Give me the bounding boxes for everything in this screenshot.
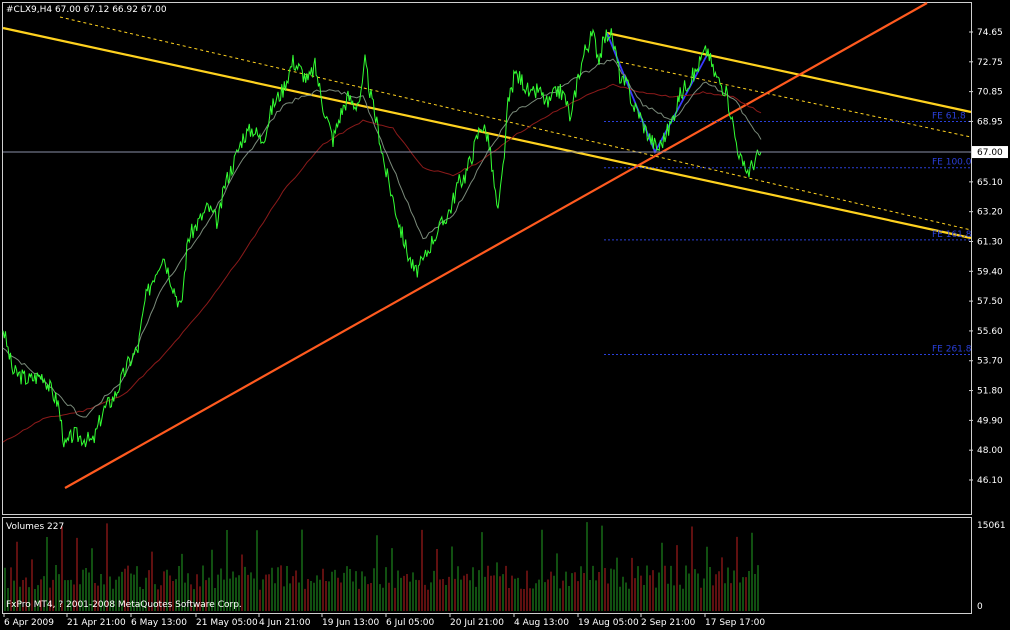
price-series [2, 28, 762, 448]
y-tick-label: 61.30 [977, 237, 1003, 247]
x-tick-label: 17 Sep 17:00 [705, 618, 765, 628]
y-tick-label: 70.85 [977, 88, 1003, 98]
x-axis: 6 Apr 2009 21 Apr 21:00 6 May 13:00 21 May … [3, 613, 765, 628]
y-axis: 74.65 72.75 70.85 68.95 67.00 65.10 63.20 61.30… [3, 28, 1008, 486]
volume-bars [4, 522, 759, 611]
symbol-info: #CLX9,H4 67.00 67.12 66.92 67.00 [6, 5, 167, 15]
volume-zero-label: 0 [977, 602, 983, 612]
y-tick-label: 55.60 [977, 327, 1003, 337]
y-tick-label: 51.80 [977, 387, 1003, 397]
y-tick-label: 57.50 [977, 297, 1003, 307]
y-tick-label: 48.00 [977, 446, 1003, 456]
channel-line-long-dashed [59, 16, 972, 231]
current-price-box [972, 146, 1008, 159]
uptrend-line [64, 2, 928, 489]
fe-level-label: FE 100.0 [932, 158, 972, 168]
y-tick-label: 74.65 [977, 28, 1003, 38]
y-tick-label: 53.70 [977, 357, 1003, 367]
x-tick-label: 21 May 05:00 [196, 618, 258, 628]
copyright-text: FxPro MT4, ? 2001-2008 MetaQuotes Softwa… [6, 600, 242, 610]
channel-lines [2, 2, 972, 489]
main-chart-frame [2, 2, 972, 515]
x-tick-label: 4 Aug 13:00 [514, 618, 569, 628]
fe-level-label: FE 161.8 [932, 230, 972, 240]
y-tick-label: 72.75 [977, 58, 1003, 68]
volume-label: Volumes 227 [6, 522, 64, 532]
y-tick-label: 65.10 [977, 178, 1003, 188]
y-tick-label: 49.90 [977, 416, 1003, 426]
channel-line-short-upper [606, 31, 972, 114]
x-tick-label: 6 Apr 2009 [4, 618, 54, 628]
price-line [2, 28, 762, 448]
x-tick-label: 19 Aug 05:00 [578, 618, 639, 628]
fe-level-label: FE 61.8 [932, 111, 966, 121]
y-tick-label: 63.20 [977, 208, 1003, 218]
x-tick-label: 4 Jun 21:00 [259, 618, 311, 628]
fibonacci-expansion-levels: FE 61.8 FE 100.0 FE 161.8 FE 261.8 [604, 111, 972, 355]
x-tick-label: 6 May 13:00 [131, 618, 187, 628]
x-tick-label: 2 Sep 21:00 [641, 618, 696, 628]
x-tick-label: 21 Apr 21:00 [67, 618, 126, 628]
ma-slow-line [2, 83, 762, 443]
x-tick-label: 19 Jun 13:00 [322, 618, 379, 628]
volume-panel-frame [2, 517, 972, 614]
current-price-label: 67.00 [977, 148, 1003, 158]
y-tick-label: 68.95 [977, 117, 1003, 127]
fe-level-label: FE 261.8 [932, 344, 972, 354]
x-tick-label: 6 Jul 05:00 [386, 618, 435, 628]
ma-fast-line [2, 58, 762, 418]
moving-average-lines [2, 58, 762, 443]
volume-max-label: 15061 [977, 521, 1006, 531]
x-tick-label: 20 Jul 21:00 [450, 618, 504, 628]
y-tick-label: 46.10 [977, 476, 1003, 486]
y-tick-label: 59.40 [977, 267, 1003, 277]
channel-line-long-lower [2, 26, 972, 240]
